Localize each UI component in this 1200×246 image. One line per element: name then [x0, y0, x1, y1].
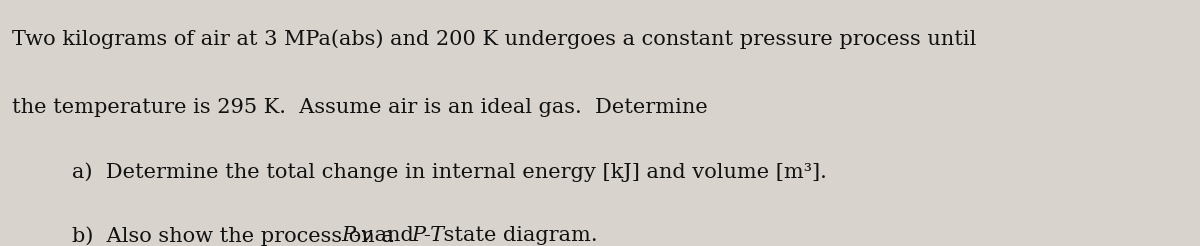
- Text: a)  Determine the total change in internal energy [kJ] and volume [m³].: a) Determine the total change in interna…: [72, 162, 827, 182]
- Text: state diagram.: state diagram.: [437, 226, 598, 245]
- Text: Two kilograms of air at 3 MPa(abs) and 200 K undergoes a constant pressure proce: Two kilograms of air at 3 MPa(abs) and 2…: [12, 30, 977, 49]
- Text: b)  Also show the process on a: b) Also show the process on a: [72, 226, 401, 246]
- Text: P-T: P-T: [412, 226, 444, 245]
- Text: P-v: P-v: [342, 226, 373, 245]
- Text: the temperature is 295 K.  Assume air is an ideal gas.  Determine: the temperature is 295 K. Assume air is …: [12, 98, 708, 117]
- Text: and: and: [368, 226, 420, 245]
